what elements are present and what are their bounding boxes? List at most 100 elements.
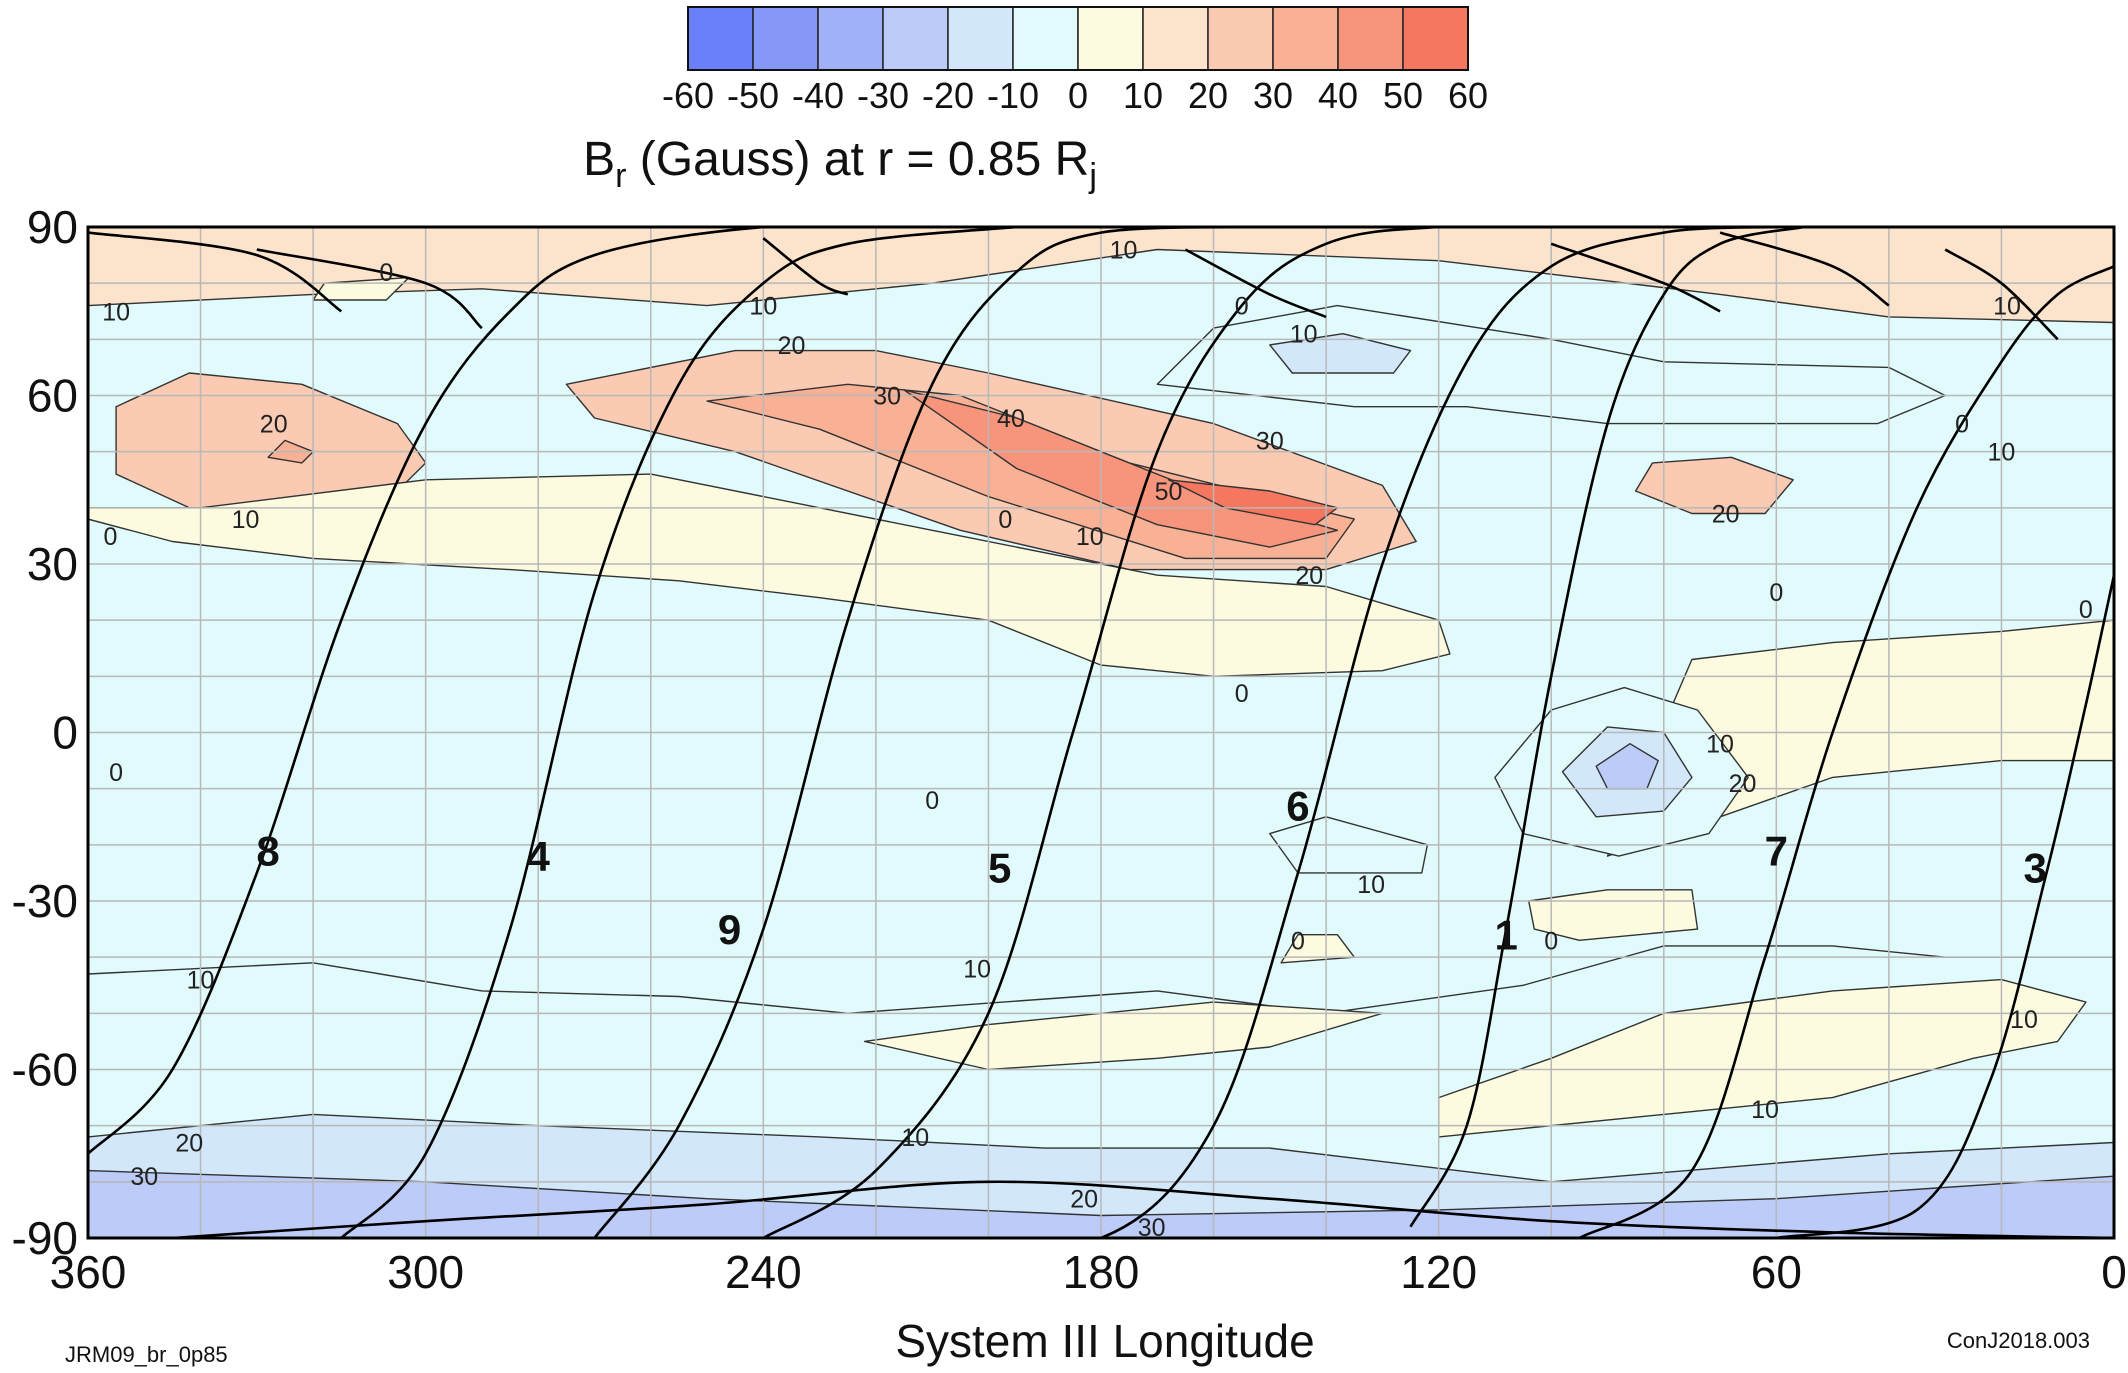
bottom-left-annotation: JRM09_br_0p85 — [65, 1342, 228, 1367]
contour-label: 10 — [1988, 439, 2016, 467]
contour-label: 0 — [1235, 293, 1249, 321]
y-tick-label: 30 — [27, 538, 78, 590]
colorbar-title: Br (Gauss) at r = 0.85 Rj — [583, 133, 1097, 195]
plot-frame — [86, 225, 2116, 1240]
track-label-4: 4 — [527, 833, 551, 880]
contour-label: 20 — [1729, 770, 1757, 798]
contour-label: 20 — [1712, 500, 1740, 528]
colorbar-cell — [687, 6, 754, 71]
colorbar-tick-label: 20 — [1188, 75, 1228, 116]
contour-label: 10 — [963, 955, 991, 983]
colorbar-tick-label: 40 — [1318, 75, 1358, 116]
orbit-track-8 — [88, 227, 1101, 1155]
contour-label: 10 — [1076, 523, 1104, 551]
contour-label: 10 — [1751, 1096, 1779, 1124]
contour-label: 0 — [1544, 927, 1558, 955]
contour-label: 10 — [1357, 871, 1385, 899]
contour-label: 10 — [1706, 731, 1734, 759]
colorbar-tick-label: 10 — [1123, 75, 1163, 116]
contour-label: 0 — [925, 787, 939, 815]
colorbar-cell — [1142, 6, 1209, 71]
contour-label: 50 — [1155, 478, 1183, 506]
orbit-track-segment — [762, 237, 849, 296]
contour-label: 10 — [901, 1124, 929, 1152]
contour-label: 30 — [873, 383, 901, 411]
grid-lines — [88, 227, 2114, 1238]
orbit-track-segment — [88, 231, 343, 313]
colorbar-cell — [1207, 6, 1274, 71]
y-tick-label: -90 — [12, 1212, 78, 1264]
contour-label: 20 — [1295, 562, 1323, 590]
contour-label: 40 — [997, 405, 1025, 433]
contour-label: 10 — [1993, 293, 2021, 321]
colorbar-title-text-subscript: j — [1088, 157, 1097, 195]
orbit-track-4 — [340, 227, 1017, 1238]
orbit-track-5 — [762, 227, 1608, 1238]
contour-label: 30 — [130, 1163, 158, 1191]
contour-label: 30 — [1256, 427, 1284, 455]
track-label-7: 7 — [1765, 827, 1788, 874]
colorbar-cell — [947, 6, 1014, 71]
y-axis-tick-labels: 90 60 30 0 -30 -60 -90 — [12, 201, 78, 1264]
contour-label: 10 — [232, 506, 260, 534]
colorbar-tick-label: 30 — [1253, 75, 1293, 116]
plot-area: 1010200102030405030201000101001020100000… — [86, 225, 2116, 1242]
colorbar-tick-label: -50 — [727, 75, 779, 116]
x-tick-label: 0 — [2101, 1246, 2127, 1298]
contour-label: 0 — [2079, 596, 2093, 624]
colorbar-tick-labels: -60 -50 -40 -30 -20 -10 0 10 20 30 40 50 60 — [662, 75, 1488, 116]
colorbar-cell — [817, 6, 884, 71]
colorbar-tick-label: -20 — [922, 75, 974, 116]
orbit-track-7 — [1578, 265, 2114, 1238]
contour-label: 0 — [1769, 579, 1783, 607]
contour-label: 10 — [102, 298, 130, 326]
track-label-1: 1 — [1495, 912, 1518, 959]
x-axis-label: System III Longitude — [895, 1315, 1314, 1367]
x-tick-label: 300 — [387, 1246, 464, 1298]
track-label-8: 8 — [256, 827, 279, 874]
colorbar-cell — [1272, 6, 1339, 71]
colorbar-cell — [1077, 6, 1144, 71]
colorbar-title-symbol-subscript: r — [615, 157, 626, 195]
contour-label: 20 — [175, 1130, 203, 1158]
colorbar-cell — [882, 6, 949, 71]
contour-label: 20 — [260, 411, 288, 439]
orbit-track-segment — [172, 1180, 2114, 1238]
x-axis-tick-labels: 360 300 240 180 120 60 0 — [50, 1246, 2127, 1298]
y-tick-label: 90 — [27, 201, 78, 253]
contour-label: 0 — [109, 759, 123, 787]
y-tick-label: -30 — [12, 875, 78, 927]
orbit-track-segment — [256, 248, 483, 330]
contour-region — [1437, 978, 2087, 1138]
y-tick-label: -60 — [12, 1044, 78, 1096]
colorbar-tick-label: -60 — [662, 75, 714, 116]
bottom-right-annotation: ConJ2018.003 — [1947, 1328, 2090, 1353]
contour-region — [1527, 889, 1699, 941]
orbit-track-6 — [932, 227, 1777, 1238]
contour-label: 0 — [1235, 680, 1249, 708]
colorbar-tick-label: -30 — [857, 75, 909, 116]
x-tick-label: 360 — [50, 1246, 127, 1298]
y-tick-label: 0 — [52, 707, 78, 759]
track-label-3: 3 — [2024, 844, 2047, 891]
colorbar-frame — [687, 6, 1469, 71]
contour-label: 0 — [998, 506, 1012, 534]
track-number-labels: 8 4 9 5 6 1 7 3 — [256, 783, 2046, 959]
track-label-5: 5 — [988, 844, 1011, 891]
contour-label: 0 — [1955, 411, 1969, 439]
orbit-track-segment — [1184, 248, 1327, 319]
orbit-track-1 — [1409, 227, 1805, 1228]
colorbar-cell — [1402, 6, 1469, 71]
contour-region — [1595, 743, 1659, 790]
contour-label: 0 — [1291, 927, 1305, 955]
colorbar-title-symbol: B — [583, 133, 615, 186]
colorbar-cell — [752, 6, 819, 71]
contour-region — [1269, 333, 1412, 374]
track-label-6: 6 — [1286, 783, 1309, 830]
contour-label: 10 — [187, 967, 215, 995]
contour-label: 20 — [1070, 1186, 1098, 1214]
colorbar-cell — [1337, 6, 1404, 71]
orbit-track-3 — [1776, 574, 2114, 1238]
contour-value-labels: 1010200102030405030201000101001020100000… — [102, 236, 2093, 1241]
x-tick-label: 120 — [1400, 1246, 1477, 1298]
